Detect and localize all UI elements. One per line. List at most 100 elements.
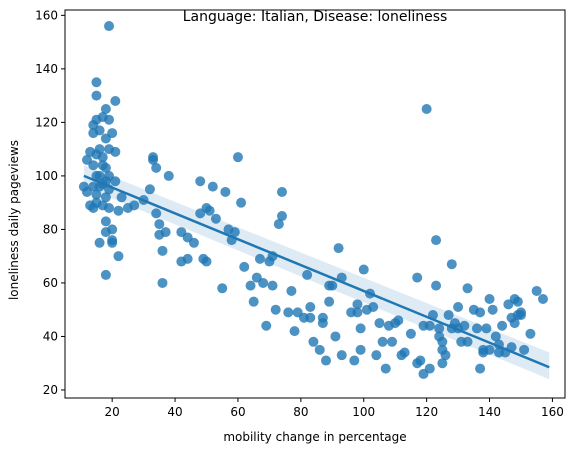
data-point	[107, 128, 118, 139]
data-point	[236, 197, 247, 208]
data-point	[531, 285, 542, 296]
x-tick-label: 80	[293, 405, 308, 419]
data-point	[412, 272, 423, 283]
data-point	[245, 280, 256, 291]
data-point	[157, 245, 168, 256]
y-tick-label: 60	[43, 276, 58, 290]
data-point	[471, 323, 482, 334]
y-tick-label: 80	[43, 222, 58, 236]
data-point	[305, 312, 316, 323]
data-point	[129, 200, 140, 211]
y-axis-label: loneliness daily pageviews	[7, 140, 21, 300]
data-point	[509, 318, 520, 329]
chart-title: Language: Italian, Disease: loneliness	[183, 9, 448, 25]
x-tick-label: 160	[541, 405, 564, 419]
data-point	[330, 331, 341, 342]
x-tick-label: 60	[230, 405, 245, 419]
data-point	[302, 269, 313, 280]
data-point	[273, 219, 284, 230]
data-point	[490, 331, 501, 342]
y-tick-label: 120	[35, 115, 58, 129]
data-point	[377, 336, 388, 347]
data-point	[371, 350, 382, 361]
x-tick-label: 100	[352, 405, 375, 419]
data-point	[462, 283, 473, 294]
data-point	[97, 152, 108, 163]
data-point	[336, 350, 347, 361]
data-point	[110, 95, 121, 106]
data-point	[305, 302, 316, 313]
data-point	[380, 363, 391, 374]
data-point	[393, 315, 404, 326]
data-point	[148, 154, 159, 165]
data-point	[352, 299, 363, 310]
x-tick-label: 20	[105, 405, 120, 419]
data-point	[207, 181, 218, 192]
data-point	[286, 285, 297, 296]
data-point	[100, 162, 111, 173]
data-point	[91, 77, 102, 88]
data-point	[104, 203, 115, 214]
data-point	[113, 205, 124, 216]
data-point	[349, 355, 360, 366]
data-point	[415, 355, 426, 366]
data-point	[188, 237, 199, 248]
data-point	[327, 280, 338, 291]
data-point	[289, 326, 300, 337]
data-point	[100, 269, 111, 280]
data-point	[248, 296, 259, 307]
data-point	[437, 358, 448, 369]
data-point	[182, 253, 193, 264]
data-point	[276, 186, 287, 197]
data-point	[267, 280, 278, 291]
data-point	[355, 344, 366, 355]
data-point	[399, 347, 410, 358]
data-point	[100, 104, 111, 115]
data-point	[94, 125, 105, 136]
data-point	[475, 307, 486, 318]
data-point	[321, 355, 332, 366]
data-point	[151, 208, 162, 219]
regression-line	[83, 174, 550, 369]
y-axis: 20 40 60 80 100 120 140 160	[35, 8, 65, 397]
y-tick-label: 20	[43, 383, 58, 397]
data-point	[515, 310, 526, 321]
data-point	[314, 344, 325, 355]
data-point	[116, 192, 127, 203]
data-point	[352, 307, 363, 318]
data-point	[459, 320, 470, 331]
data-point	[368, 302, 379, 313]
data-point	[107, 237, 118, 248]
y-tick-label: 40	[43, 329, 58, 343]
data-point	[163, 170, 174, 181]
data-point	[110, 146, 121, 157]
data-point	[434, 323, 445, 334]
data-point	[91, 90, 102, 101]
data-point	[387, 336, 398, 347]
x-tick-label: 140	[478, 405, 501, 419]
plot-frame	[64, 9, 566, 399]
data-point	[276, 211, 287, 222]
data-point	[239, 261, 250, 272]
data-point	[100, 216, 111, 227]
data-point	[261, 320, 272, 331]
data-point	[443, 310, 454, 321]
data-point	[537, 293, 548, 304]
data-point	[424, 363, 435, 374]
data-point	[453, 302, 464, 313]
data-point	[88, 160, 99, 171]
data-point	[104, 114, 115, 125]
data-point	[431, 235, 442, 246]
data-point	[475, 363, 486, 374]
data-point	[110, 176, 121, 187]
y-tick-label: 100	[35, 169, 58, 183]
data-point	[424, 320, 435, 331]
data-point	[94, 237, 105, 248]
data-point	[446, 259, 457, 270]
data-point	[100, 192, 111, 203]
data-point	[232, 152, 243, 163]
data-point	[333, 243, 344, 254]
data-point	[437, 336, 448, 347]
